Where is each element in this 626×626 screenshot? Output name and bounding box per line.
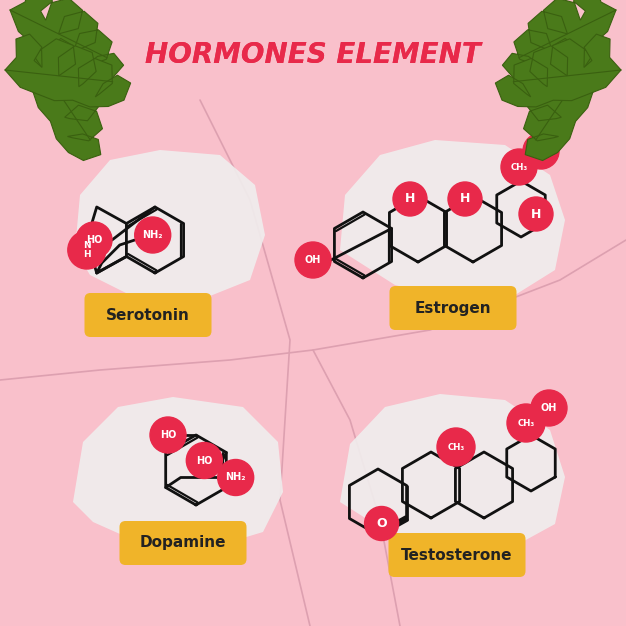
FancyBboxPatch shape [120, 521, 247, 565]
Text: OH: OH [533, 146, 549, 156]
Circle shape [531, 390, 567, 426]
Text: CH₃: CH₃ [517, 419, 535, 428]
Circle shape [218, 459, 254, 496]
Text: Testosterone: Testosterone [401, 548, 513, 563]
Text: O: O [376, 517, 387, 530]
Circle shape [507, 404, 545, 442]
FancyBboxPatch shape [389, 533, 525, 577]
Text: OH: OH [541, 403, 557, 413]
Polygon shape [340, 140, 565, 300]
Text: HORMONES ELEMENT: HORMONES ELEMENT [145, 41, 481, 69]
Text: CH₃: CH₃ [448, 443, 464, 451]
Text: HORMONES ELEMENT: HORMONES ELEMENT [145, 41, 481, 69]
Text: NH₂: NH₂ [143, 230, 163, 240]
Circle shape [135, 217, 171, 253]
Text: N
H: N H [83, 242, 91, 259]
Polygon shape [26, 38, 103, 160]
Text: H: H [531, 207, 541, 220]
Circle shape [448, 182, 482, 216]
Text: HO: HO [86, 235, 102, 245]
Text: CH₃: CH₃ [510, 163, 528, 172]
Text: HO: HO [196, 456, 212, 466]
Polygon shape [10, 0, 123, 80]
Circle shape [393, 182, 427, 216]
Text: Serotonin: Serotonin [106, 307, 190, 322]
Polygon shape [5, 34, 131, 107]
Text: Estrogen: Estrogen [414, 300, 491, 316]
Circle shape [68, 231, 106, 269]
Text: OH: OH [305, 255, 321, 265]
Circle shape [519, 197, 553, 231]
FancyBboxPatch shape [85, 293, 212, 337]
Text: NH₂: NH₂ [225, 473, 246, 483]
Text: Dopamine: Dopamine [140, 535, 226, 550]
Polygon shape [340, 394, 565, 552]
FancyBboxPatch shape [389, 286, 516, 330]
Polygon shape [523, 38, 600, 160]
Circle shape [295, 242, 331, 278]
Polygon shape [495, 34, 621, 107]
Circle shape [150, 417, 186, 453]
Circle shape [523, 133, 559, 169]
Text: H: H [460, 193, 470, 205]
Circle shape [76, 222, 112, 258]
Polygon shape [503, 0, 616, 80]
Polygon shape [75, 150, 265, 300]
Circle shape [187, 443, 222, 478]
Circle shape [437, 428, 475, 466]
Circle shape [364, 506, 399, 540]
Polygon shape [73, 397, 283, 547]
Text: HO: HO [160, 430, 176, 440]
Text: H: H [405, 193, 415, 205]
Circle shape [501, 149, 537, 185]
